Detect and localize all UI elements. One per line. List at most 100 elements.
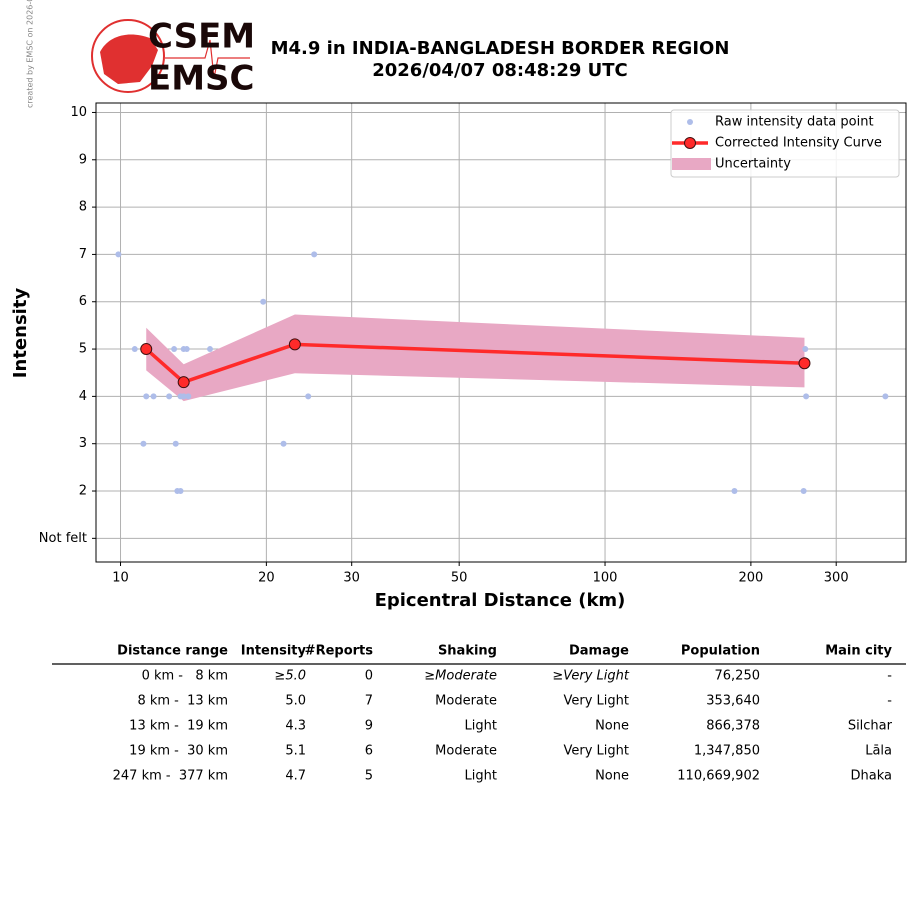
y-tick-label: 8	[79, 200, 87, 215]
curve-point	[288, 338, 301, 351]
table-cell: 5.0	[285, 694, 306, 709]
y-tick-label: 2	[79, 484, 87, 499]
data-point	[803, 393, 810, 400]
x-tick-label: 30	[343, 571, 360, 586]
data-point	[280, 440, 287, 447]
chart-title: M4.9 in INDIA-BANGLADESH BORDER REGION	[271, 38, 730, 59]
table-cell: Silchar	[848, 719, 893, 734]
legend-box	[670, 109, 900, 178]
table-cell: Very Light	[564, 744, 630, 759]
y-tick-label: 3	[79, 436, 87, 451]
data-point	[260, 298, 267, 305]
table-cell: 8 km - 13 km	[137, 694, 228, 709]
table-header: #Reports	[305, 644, 374, 659]
table-cell: None	[595, 719, 629, 734]
y-tick-label: 5	[79, 342, 87, 357]
data-point	[802, 346, 809, 353]
legend-label: Corrected Intensity Curve	[715, 136, 882, 151]
data-point	[207, 346, 214, 353]
plot-frame	[95, 102, 907, 563]
data-point	[882, 393, 889, 400]
table-cell: 866,378	[706, 719, 760, 734]
data-point	[131, 346, 138, 353]
x-tick-label: 300	[824, 571, 849, 586]
table-header: Population	[681, 644, 760, 659]
table-cell: 247 km - 377 km	[113, 769, 228, 784]
x-tick-label: 20	[258, 571, 275, 586]
logo-text: CSEM	[148, 17, 255, 57]
table-header: Distance range	[117, 644, 228, 659]
table-cell: Moderate	[435, 744, 497, 759]
table-cell: Dhaka	[851, 769, 892, 784]
data-point	[305, 393, 312, 400]
curve-point	[798, 357, 811, 370]
legend-marker	[684, 137, 696, 149]
y-tick-label: 7	[79, 247, 87, 262]
x-tick-label: 200	[738, 571, 763, 586]
table-cell: 7	[365, 694, 373, 709]
curve	[145, 342, 805, 385]
table-cell: 6	[365, 744, 373, 759]
table-header: Damage	[569, 644, 629, 659]
uncertainty-band	[146, 314, 805, 402]
data-point	[115, 251, 122, 258]
table-cell: 0	[365, 669, 373, 684]
logo	[91, 19, 250, 93]
table-header: Intensity	[241, 644, 307, 659]
table-cell: 110,669,902	[677, 769, 760, 784]
y-tick-label: 6	[79, 294, 87, 309]
table-cell: 4.3	[285, 719, 306, 734]
table-cell: ≥Moderate	[424, 669, 497, 684]
table-cell: 19 km - 30 km	[129, 744, 228, 759]
data-point	[800, 488, 807, 495]
table-cell: 76,250	[715, 669, 761, 684]
data-point	[143, 393, 150, 400]
data-point	[172, 440, 179, 447]
data-point	[183, 346, 190, 353]
table-cell: -	[887, 669, 892, 684]
table-cell: ≥Very Light	[552, 669, 630, 684]
table-cell: Light	[465, 719, 497, 734]
table-cell: Very Light	[564, 694, 630, 709]
table-cell: Light	[465, 769, 497, 784]
table-cell: 13 km - 19 km	[129, 719, 228, 734]
data-point	[171, 346, 178, 353]
table-cell: Lāla	[865, 744, 892, 759]
table-cell: ≥5.0	[274, 669, 306, 684]
x-axis-label: Epicentral Distance (km)	[375, 590, 626, 611]
curve-point	[140, 343, 153, 356]
data-point	[311, 251, 318, 258]
legend-label: Uncertainty	[715, 157, 791, 172]
y-tick-label: 4	[79, 389, 87, 404]
table-header: Shaking	[438, 644, 497, 659]
y-tick-label: Not felt	[39, 531, 87, 546]
chart-subtitle: 2026/04/07 08:48:29 UTC	[372, 60, 628, 81]
legend-marker	[672, 158, 711, 170]
legend-label: Raw intensity data point	[715, 115, 874, 130]
table-cell: 5	[365, 769, 373, 784]
y-tick-label: 10	[70, 105, 87, 120]
table-cell: -	[887, 694, 892, 709]
data-point	[177, 488, 184, 495]
table-cell: 353,640	[706, 694, 760, 709]
table-cell: 4.7	[285, 769, 306, 784]
x-tick-label: 50	[451, 571, 468, 586]
x-tick-label: 100	[593, 571, 618, 586]
table-cell: 5.1	[285, 744, 306, 759]
legend-marker	[687, 119, 693, 125]
table-cell: Moderate	[435, 694, 497, 709]
table-cell: 1,347,850	[694, 744, 760, 759]
data-point	[166, 393, 173, 400]
data-point	[731, 488, 738, 495]
y-axis-label: Intensity	[10, 288, 31, 379]
data-point	[185, 393, 192, 400]
x-tick-label: 10	[112, 571, 129, 586]
curve-point	[177, 376, 190, 389]
y-tick-label: 9	[79, 152, 87, 167]
table-cell: 9	[365, 719, 373, 734]
logo-text: EMSC	[148, 59, 255, 99]
credit: created by EMSC on 2026-04-09 03:11:00 U…	[26, 0, 35, 108]
table-cell: 0 km - 8 km	[142, 669, 228, 684]
table-header: Main city	[825, 644, 892, 659]
